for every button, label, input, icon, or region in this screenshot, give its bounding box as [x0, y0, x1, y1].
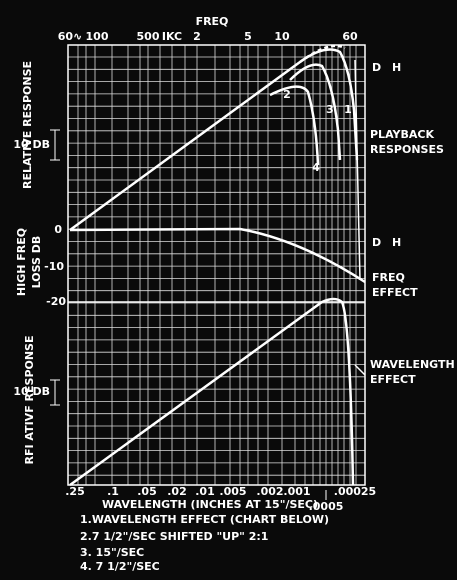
top-tick-label: 500: [137, 30, 160, 43]
legend-entry: 1.WAVELENGTH EFFECT (CHART BELOW): [80, 513, 329, 526]
top-tick-label: IKC: [162, 30, 182, 43]
bottom-tick-label: .25: [65, 485, 85, 498]
y-tick-label: 0: [54, 223, 62, 236]
scale-brackets: [50, 129, 60, 406]
scale-label: 10 DB: [13, 385, 50, 398]
bottom-tick-label: .005: [219, 485, 246, 498]
top-tick-label: 10: [274, 30, 290, 43]
y-label: RELATIVE RESPONSE: [21, 61, 34, 189]
bottom-tick-label: .02: [167, 485, 187, 498]
legend-entry: 3. 15"/SEC: [80, 546, 144, 559]
curve-label: 2: [283, 88, 291, 101]
legend-entry: 4. 7 1/2"/SEC: [80, 560, 160, 573]
y-label: RFI ATIVF RESPONSE: [23, 336, 36, 465]
bottom-tick-label: .002: [256, 485, 283, 498]
scale-label: 10 DB: [13, 138, 50, 151]
top-tick-label: 60: [342, 30, 358, 43]
grid: [68, 45, 365, 485]
right-label: EFFECT: [370, 373, 416, 386]
y-label: LOSS DB: [30, 236, 43, 289]
right-label: FREQ: [372, 271, 405, 284]
y-tick-label: -10: [44, 260, 64, 273]
curve-label: 1: [344, 103, 352, 116]
curve-4: [269, 85, 320, 166]
bottom-tick-label: .001: [283, 485, 310, 498]
bottom-tick-label: .00025: [334, 485, 376, 498]
right-label: WAVELENGTH: [370, 358, 455, 371]
right-label: H: [392, 61, 401, 74]
freq-effect-curve: [69, 227, 366, 284]
bottom-tick-label: .05: [137, 485, 157, 498]
curve-3: [289, 63, 342, 161]
right-label: RESPONSES: [370, 143, 444, 156]
y-tick-label: -20: [46, 295, 66, 308]
curve-label: 4: [312, 161, 320, 174]
right-label: D: [372, 61, 381, 74]
top-tick-label: 60∿: [58, 30, 83, 43]
bottom-tick-label: .0005: [309, 500, 344, 513]
right-label: D: [372, 236, 381, 249]
top-tick-label: 5: [244, 30, 252, 43]
right-label: H: [392, 236, 401, 249]
curve-1: [69, 48, 359, 232]
wavelength-effect-curve: [69, 297, 355, 487]
axis-title: WAVELENGTH (INCHES AT 15"/SEC): [102, 498, 318, 511]
bottom-tick-label: .01: [195, 485, 215, 498]
axis-title: FREQ: [196, 15, 229, 28]
top-tick-label: 2: [193, 30, 201, 43]
legend-entry: 2.7 1/2"/SEC SHIFTED "UP" 2:1: [80, 530, 268, 543]
right-label: PLAYBACK: [370, 128, 434, 141]
y-label: HIGH FREQ: [15, 228, 28, 296]
right-label: EFFECT: [372, 286, 418, 299]
bottom-tick-label: .1: [107, 485, 119, 498]
plot-frame: [67, 44, 366, 486]
curve-label: 3: [326, 103, 334, 116]
pointer-lines: [354, 59, 366, 376]
top-tick-label: 100: [86, 30, 109, 43]
curve-2: [299, 44, 346, 64]
